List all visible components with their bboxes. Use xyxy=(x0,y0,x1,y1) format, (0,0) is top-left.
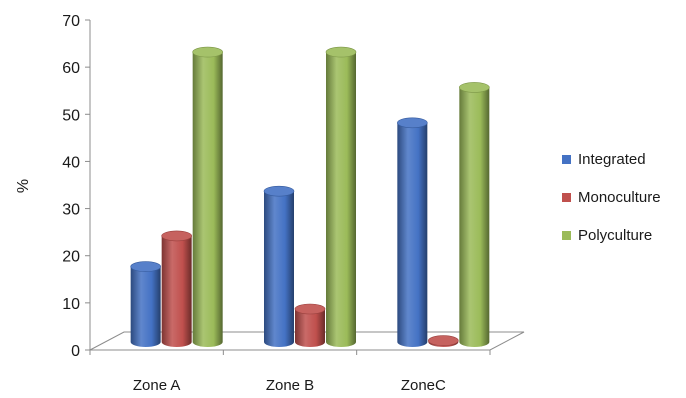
x-tick-label: ZoneC xyxy=(401,377,446,393)
bar-body xyxy=(161,235,192,347)
bar-body xyxy=(192,52,223,347)
legend-label-integrated: Integrated xyxy=(578,151,646,168)
y-tick-label: 70 xyxy=(62,13,80,30)
legend-swatch-monoculture xyxy=(562,193,571,202)
bar-integrated-zone-b xyxy=(263,185,295,347)
legend-label-monoculture: Monoculture xyxy=(578,189,661,206)
bar-body xyxy=(295,309,325,347)
bar-cap xyxy=(459,82,490,93)
bar-cap xyxy=(263,185,295,197)
bar-body xyxy=(397,122,428,348)
y-tick-label: 0 xyxy=(71,343,80,360)
y-tick-label: 50 xyxy=(62,107,80,124)
y-tick-label: 40 xyxy=(62,154,80,171)
bar-integrated-zone-a xyxy=(130,261,161,347)
bar-cap xyxy=(325,46,357,58)
bar-polyculture-zone-b xyxy=(325,46,357,347)
bar-cap xyxy=(161,230,192,242)
bar-body xyxy=(264,191,294,347)
y-tick-label: 60 xyxy=(62,60,80,77)
bar-monoculture-zone-a xyxy=(161,230,192,347)
bar-body xyxy=(130,266,161,347)
bar-body xyxy=(326,52,356,347)
x-tick-label: Zone A xyxy=(133,377,181,393)
legend-swatch-polyculture xyxy=(562,231,571,240)
y-tick-label: 30 xyxy=(62,202,80,219)
bar-cap xyxy=(192,46,223,58)
bar-cap xyxy=(130,261,161,272)
x-tick-label: Zone B xyxy=(266,377,314,393)
y-axis-label: % xyxy=(15,179,32,193)
legend-swatch-integrated xyxy=(562,155,571,164)
bar-cap xyxy=(428,335,459,346)
bar-polyculture-zone-a xyxy=(192,46,223,347)
bar-polyculture-zonec xyxy=(459,82,490,347)
y-tick-label: 20 xyxy=(62,249,80,266)
bar-integrated-zonec xyxy=(397,117,428,348)
legend-label-polyculture: Polyculture xyxy=(578,227,652,244)
bar-body xyxy=(459,87,490,347)
bar-cap xyxy=(294,303,326,315)
y-tick-label: 10 xyxy=(62,296,80,313)
bar-cap xyxy=(397,117,428,129)
bar-monoculture-zonec xyxy=(428,335,459,347)
bar-monoculture-zone-b xyxy=(294,303,326,347)
